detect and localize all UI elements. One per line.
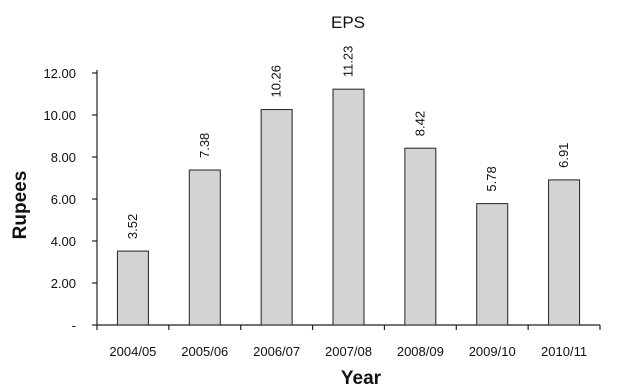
- bar: [260, 109, 293, 326]
- bar: [332, 88, 365, 326]
- data-label: 6.91: [556, 143, 571, 168]
- data-label: 8.42: [412, 111, 427, 136]
- bar: [404, 147, 437, 326]
- x-tick-label: 2007/08: [325, 344, 372, 359]
- bar: [476, 203, 509, 326]
- y-tick-label: 8.00: [51, 150, 76, 165]
- y-tick-label: 6.00: [51, 192, 76, 207]
- x-tick-label: 2005/06: [181, 344, 228, 359]
- plot-area: - 2.00 4.00 6.00 8.00 10.00 12.00 3.52 2004/05 7.…: [43, 46, 601, 359]
- data-label: 5.78: [484, 166, 499, 191]
- y-tick-label: 4.00: [51, 234, 76, 249]
- y-tick-label: 12.00: [43, 66, 76, 81]
- x-tick-label: 2010/11: [541, 344, 587, 359]
- x-tick-label: 2008/09: [397, 344, 444, 359]
- data-label: 11.23: [341, 46, 356, 78]
- x-tick-label: 2004/05: [109, 344, 156, 359]
- x-tick-label: 2006/07: [253, 344, 300, 359]
- x-axis-title: Year: [341, 368, 382, 388]
- y-tick-label: -: [72, 318, 76, 333]
- data-label: 10.26: [269, 65, 284, 98]
- bar: [548, 179, 581, 326]
- bar: [116, 250, 149, 326]
- chart-title: EPS: [331, 13, 365, 32]
- y-tick-label: 2.00: [51, 276, 76, 291]
- data-label: 3.52: [125, 214, 140, 239]
- data-label: 7.38: [197, 133, 212, 158]
- y-tick-label: 10.00: [43, 108, 76, 123]
- y-axis-title: Rupees: [10, 171, 31, 240]
- x-tick-label: 2009/10: [469, 344, 516, 359]
- bar: [188, 169, 221, 326]
